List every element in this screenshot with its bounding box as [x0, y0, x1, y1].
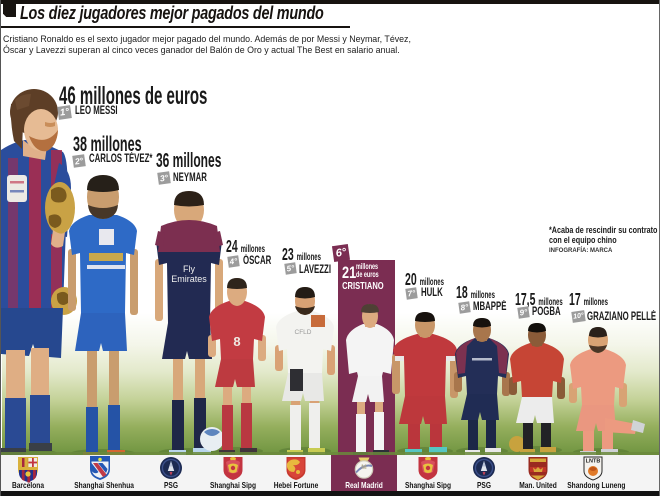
svg-text:Fly: Fly [183, 264, 195, 274]
svg-text:Emirates: Emirates [171, 274, 207, 284]
svg-text:M: M [361, 464, 366, 471]
svg-text:CFLD: CFLD [295, 329, 312, 336]
svg-text:8: 8 [233, 334, 240, 349]
svg-text:LNTB: LNTB [586, 459, 601, 465]
